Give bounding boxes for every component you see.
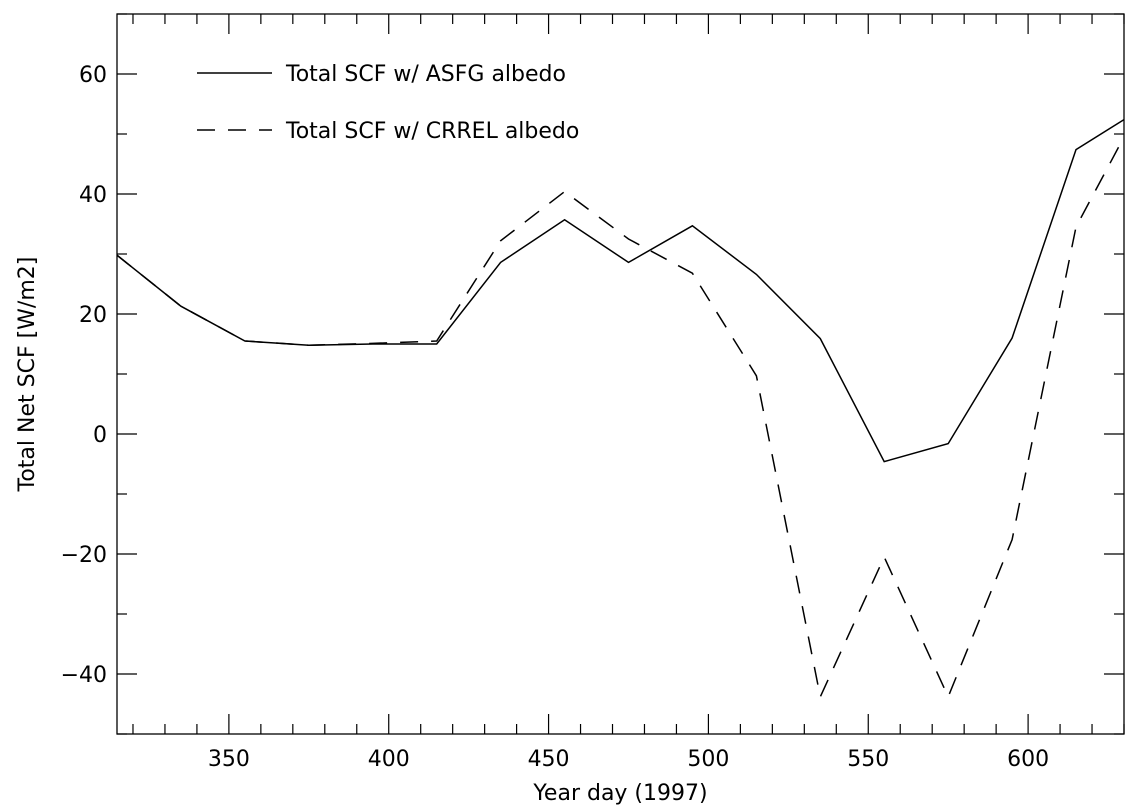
x-tick-label: 550 bbox=[847, 747, 889, 772]
legend-label: Total SCF w/ CRREL albedo bbox=[285, 119, 579, 144]
x-tick-label: 350 bbox=[208, 747, 250, 772]
legend-label: Total SCF w/ ASFG albedo bbox=[285, 62, 566, 87]
x-tick-label: 400 bbox=[368, 747, 410, 772]
x-axis-label: Year day (1997) bbox=[532, 781, 707, 806]
x-tick-label: 450 bbox=[528, 747, 570, 772]
plot-frame bbox=[116, 13, 1125, 735]
y-tick-label: −40 bbox=[61, 663, 107, 688]
x-tick-label: 600 bbox=[1007, 747, 1049, 772]
legend: Total SCF w/ ASFG albedo Total SCF w/ CRR… bbox=[197, 62, 579, 144]
y-tick-label: 20 bbox=[79, 303, 107, 328]
y-tick-label: 60 bbox=[79, 63, 107, 88]
data-series bbox=[116, 118, 1125, 700]
series-line-crrel-albedo bbox=[116, 136, 1125, 700]
axis-ticks bbox=[117, 13, 1125, 735]
y-tick-label: 0 bbox=[93, 423, 107, 448]
tick-labels: 350 400 450 500 550 600 −40 −20 0 20 40 60 bbox=[61, 63, 1050, 772]
y-tick-label: −20 bbox=[61, 543, 107, 568]
y-tick-label: 40 bbox=[79, 183, 107, 208]
y-axis-label: Total Net SCF [W/m2] bbox=[15, 257, 40, 493]
x-tick-label: 500 bbox=[687, 747, 729, 772]
